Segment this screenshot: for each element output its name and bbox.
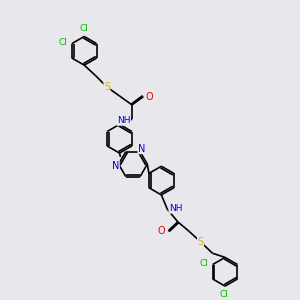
Text: Cl: Cl [59, 38, 68, 47]
Text: Cl: Cl [80, 25, 89, 34]
Text: O: O [158, 226, 166, 236]
Text: S: S [197, 237, 204, 247]
Text: S: S [104, 82, 110, 92]
Text: N: N [138, 144, 145, 154]
Text: NH: NH [169, 204, 182, 213]
Text: N: N [112, 160, 119, 171]
Text: Cl: Cl [219, 290, 228, 299]
Text: O: O [146, 92, 153, 102]
Text: NH: NH [117, 116, 130, 125]
Text: Cl: Cl [200, 259, 209, 268]
